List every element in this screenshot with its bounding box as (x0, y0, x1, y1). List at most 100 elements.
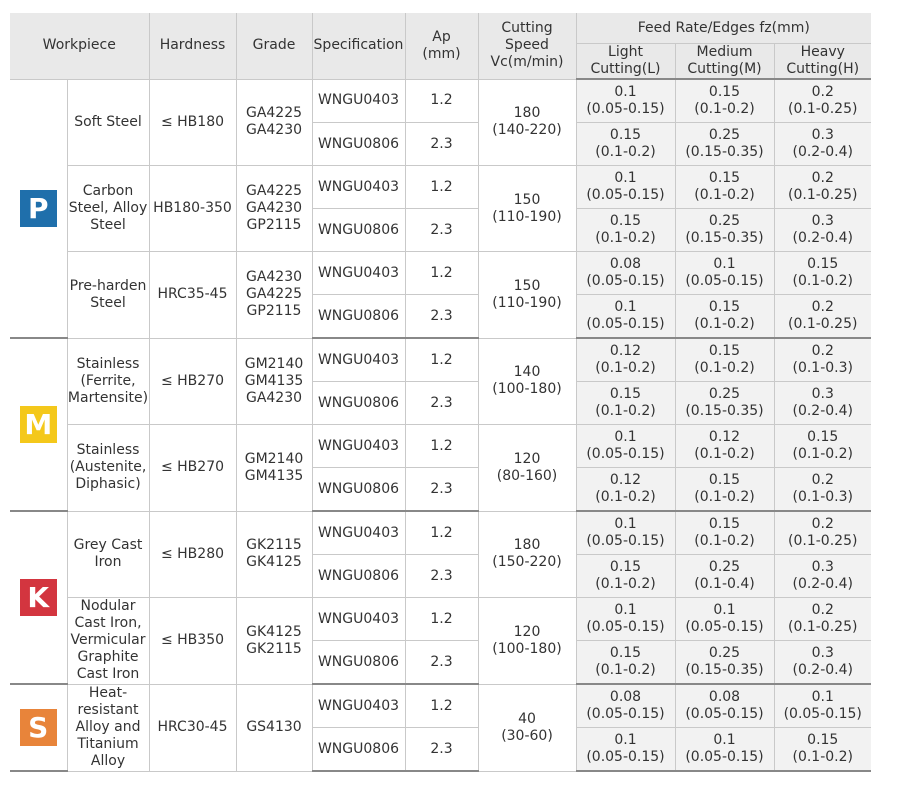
specification-value: WNGU0806 (311, 467, 405, 512)
medium-feed-value: 0.25 (0.15-0.35) (674, 381, 774, 425)
ap-value: 2.3 (404, 467, 478, 512)
grade-value: GK2115 GK4125 (235, 511, 312, 598)
table-row: WNGU0806 2.3 0.15 (0.1-0.2) 0.25 (0.15-0.35… (10, 208, 871, 252)
heavy-feed-value: 0.15 (0.1-0.2) (773, 424, 871, 468)
light-feed-value: 0.1 (0.05-0.15) (575, 294, 675, 339)
specification-value: WNGU0403 (311, 597, 405, 641)
table-row: WNGU0806 2.3 0.1 (0.05-0.15) 0.1 (0.05-0.15… (10, 727, 871, 772)
heavy-feed-value: 0.3 (0.2-0.4) (773, 640, 871, 685)
header-specification: Specification (311, 13, 405, 80)
medium-feed-value: 0.12 (0.1-0.2) (674, 424, 774, 468)
specification-value: WNGU0806 (311, 381, 405, 425)
light-feed-value: 0.1 (0.05-0.15) (575, 165, 675, 209)
heavy-feed-value: 0.2 (0.1-0.25) (773, 165, 871, 209)
material-group-cell: S (10, 684, 67, 772)
medium-feed-value: 0.25 (0.1-0.4) (674, 554, 774, 598)
hardness-value: ≤ HB280 (148, 511, 236, 598)
light-feed-value: 0.15 (0.1-0.2) (575, 554, 675, 598)
workpiece-name: Heat- resistant Alloy and Titanium Alloy (66, 684, 149, 772)
grade-value: GA4225 GA4230 (235, 79, 312, 166)
header-light-cutting: Light Cutting(L) (575, 43, 675, 80)
material-group-cell: P (10, 79, 67, 339)
hardness-value: ≤ HB270 (148, 338, 236, 425)
specification-value: WNGU0806 (311, 727, 405, 772)
ap-value: 1.2 (404, 338, 478, 382)
light-feed-value: 0.08 (0.05-0.15) (575, 251, 675, 295)
cutting-parameters-table: Workpiece Hardness Grade Specification A… (10, 13, 871, 772)
ap-value: 2.3 (404, 294, 478, 339)
cutting-speed-value: 150 (110-190) (477, 165, 576, 252)
ap-value: 1.2 (404, 165, 478, 209)
table-body: P Soft Steel ≤ HB180 GA4225 GA4230 WNGU0403 1… (10, 79, 871, 772)
heavy-feed-value: 0.1 (0.05-0.15) (773, 684, 871, 728)
table-row: WNGU0806 2.3 0.15 (0.1-0.2) 0.25 (0.15-0.35… (10, 381, 871, 425)
header-medium-cutting: Medium Cutting(M) (674, 43, 774, 80)
medium-feed-value: 0.25 (0.15-0.35) (674, 640, 774, 685)
medium-feed-value: 0.25 (0.15-0.35) (674, 122, 774, 166)
cutting-speed-value: 120 (100-180) (477, 597, 576, 685)
cutting-speed-value: 180 (140-220) (477, 79, 576, 166)
heavy-feed-value: 0.2 (0.1-0.25) (773, 511, 871, 555)
workpiece-name: Soft Steel (66, 79, 149, 166)
light-feed-value: 0.1 (0.05-0.15) (575, 511, 675, 555)
medium-feed-value: 0.15 (0.1-0.2) (674, 294, 774, 339)
heavy-feed-value: 0.3 (0.2-0.4) (773, 208, 871, 252)
grade-value: GM2140 GM4135 (235, 424, 312, 512)
light-feed-value: 0.1 (0.05-0.15) (575, 597, 675, 641)
heavy-feed-value: 0.2 (0.1-0.3) (773, 338, 871, 382)
specification-value: WNGU0403 (311, 251, 405, 295)
workpiece-name: Stainless (Ferrite, Martensite) (66, 338, 149, 425)
workpiece-name: Pre-harden Steel (66, 251, 149, 339)
table-row: WNGU0806 2.3 0.12 (0.1-0.2) 0.15 (0.1-0.2) 0… (10, 467, 871, 512)
header-ap: Ap (mm) (404, 13, 478, 80)
specification-value: WNGU0403 (311, 424, 405, 468)
grade-value: GA4225 GA4230 GP2115 (235, 165, 312, 252)
ap-value: 1.2 (404, 79, 478, 123)
header-workpiece: Workpiece (10, 13, 149, 80)
ap-value: 1.2 (404, 424, 478, 468)
light-feed-value: 0.1 (0.05-0.15) (575, 424, 675, 468)
medium-feed-value: 0.15 (0.1-0.2) (674, 467, 774, 512)
specification-value: WNGU0403 (311, 79, 405, 123)
medium-feed-value: 0.1 (0.05-0.15) (674, 597, 774, 641)
medium-feed-value: 0.1 (0.05-0.15) (674, 727, 774, 772)
hardness-value: ≤ HB270 (148, 424, 236, 512)
table-row: M Stainless (Ferrite, Martensite) ≤ HB270 G… (10, 338, 871, 512)
hardness-value: ≤ HB350 (148, 597, 236, 685)
header-feed-rate: Feed Rate/Edges fz(mm) (575, 13, 871, 44)
ap-value: 1.2 (404, 684, 478, 728)
light-feed-value: 0.12 (0.1-0.2) (575, 338, 675, 382)
specification-value: WNGU0806 (311, 208, 405, 252)
grade-value: GM2140 GM4135 GA4230 (235, 338, 312, 425)
workpiece-name: Carbon Steel, Alloy Steel (66, 165, 149, 252)
table-row: Pre-harden Steel HRC35-45 GA4230 GA4225 GP… (10, 251, 871, 339)
header-cutting-speed: Cutting Speed Vc(m/min) (477, 13, 576, 80)
medium-feed-value: 0.25 (0.15-0.35) (674, 208, 774, 252)
header-hardness: Hardness (148, 13, 236, 80)
grade-value: GS4130 (235, 684, 312, 772)
heavy-feed-value: 0.2 (0.1-0.25) (773, 294, 871, 339)
specification-value: WNGU0806 (311, 294, 405, 339)
workpiece-name: Stainless (Austenite, Diphasic) (66, 424, 149, 512)
cutting-speed-value: 150 (110-190) (477, 251, 576, 339)
cutting-speed-value: 120 (80-160) (477, 424, 576, 512)
table-row: P Soft Steel ≤ HB180 GA4225 GA4230 WNGU0403 1… (10, 79, 871, 339)
table-row: K Grey Cast Iron ≤ HB280 GK2115 GK4125 WNGU0… (10, 511, 871, 685)
material-group-cell: K (10, 511, 67, 685)
heavy-feed-value: 0.15 (0.1-0.2) (773, 251, 871, 295)
specification-value: WNGU0403 (311, 165, 405, 209)
specification-value: WNGU0806 (311, 122, 405, 166)
ap-value: 2.3 (404, 122, 478, 166)
table-row: WNGU0806 2.3 0.1 (0.05-0.15) 0.15 (0.1-0.2)… (10, 294, 871, 339)
table-row: Carbon Steel, Alloy Steel HB180-350 GA4225… (10, 165, 871, 252)
hardness-value: HRC30-45 (148, 684, 236, 772)
ap-value: 2.3 (404, 381, 478, 425)
table-row: WNGU0806 2.3 0.15 (0.1-0.2) 0.25 (0.15-0.35… (10, 122, 871, 166)
ap-value: 1.2 (404, 597, 478, 641)
table-row: WNGU0806 2.3 0.15 (0.1-0.2) 0.25 (0.1-0.4) 0… (10, 554, 871, 598)
hardness-value: ≤ HB180 (148, 79, 236, 166)
ap-value: 2.3 (404, 640, 478, 685)
specification-value: WNGU0403 (311, 338, 405, 382)
light-feed-value: 0.15 (0.1-0.2) (575, 208, 675, 252)
specification-value: WNGU0806 (311, 640, 405, 685)
